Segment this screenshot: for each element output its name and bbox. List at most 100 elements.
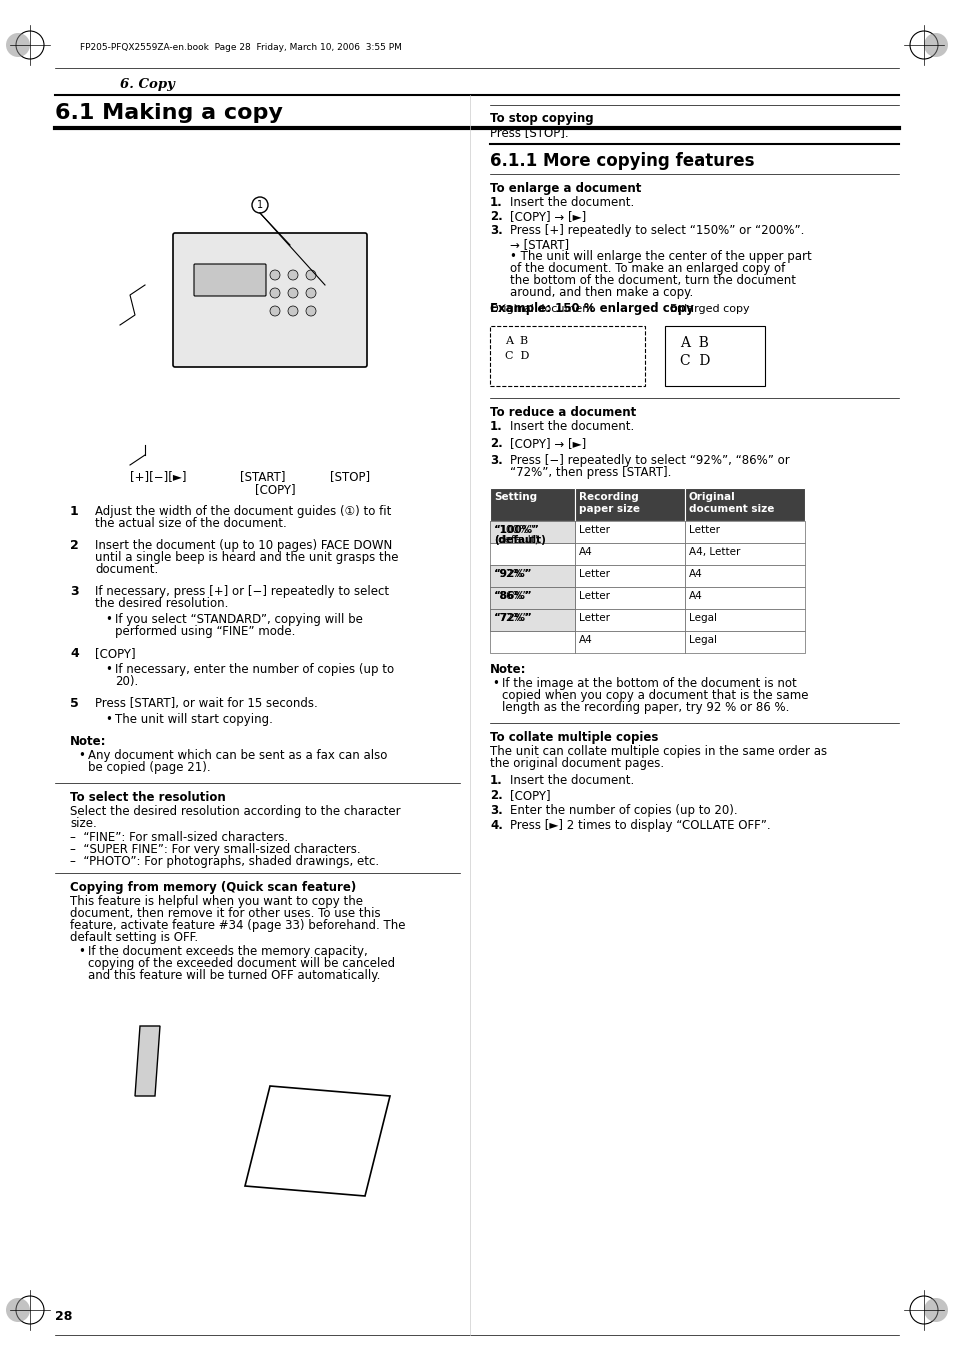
Text: copying of the exceeded document will be canceled: copying of the exceeded document will be… — [88, 957, 395, 970]
Text: Example: 150 % enlarged copy: Example: 150 % enlarged copy — [490, 303, 693, 315]
Circle shape — [923, 1298, 947, 1323]
Text: If the document exceeds the memory capacity,: If the document exceeds the memory capac… — [88, 944, 367, 958]
Text: 1.: 1. — [490, 196, 502, 209]
Text: the original document pages.: the original document pages. — [490, 757, 663, 770]
Text: 4: 4 — [70, 647, 79, 661]
Text: •: • — [105, 663, 112, 676]
Bar — [490, 326, 644, 386]
Text: “100%”: “100%” — [494, 526, 539, 535]
Text: To stop copying: To stop copying — [490, 112, 593, 126]
Bar — [684, 543, 804, 565]
Bar — [575, 565, 684, 586]
Circle shape — [306, 305, 315, 316]
Text: 3.: 3. — [490, 224, 502, 236]
Text: length as the recording paper, try 92 % or 86 %.: length as the recording paper, try 92 % … — [501, 701, 788, 713]
Circle shape — [288, 270, 297, 280]
Text: •: • — [105, 713, 112, 725]
Text: default setting is OFF.: default setting is OFF. — [70, 931, 198, 944]
Circle shape — [6, 1298, 30, 1323]
Text: 1.: 1. — [490, 774, 502, 788]
Text: “86%”: “86%” — [494, 590, 527, 601]
Circle shape — [270, 305, 280, 316]
Circle shape — [6, 32, 30, 57]
Text: the bottom of the document, turn the document: the bottom of the document, turn the doc… — [510, 274, 795, 286]
Text: performed using “FINE” mode.: performed using “FINE” mode. — [115, 626, 295, 638]
Text: the desired resolution.: the desired resolution. — [95, 597, 228, 611]
Text: Setting: Setting — [494, 492, 537, 503]
Bar — [490, 609, 575, 631]
Text: Press [START], or wait for 15 seconds.: Press [START], or wait for 15 seconds. — [95, 697, 317, 711]
Circle shape — [288, 305, 297, 316]
FancyBboxPatch shape — [172, 232, 367, 367]
Text: Insert the document.: Insert the document. — [510, 774, 634, 788]
Bar — [684, 586, 804, 609]
Text: “86%”: “86%” — [494, 590, 532, 601]
Text: Adjust the width of the document guides (①) to fit: Adjust the width of the document guides … — [95, 505, 391, 517]
Text: Legal: Legal — [688, 613, 717, 623]
Text: The unit can collate multiple copies in the same order as: The unit can collate multiple copies in … — [490, 744, 826, 758]
Text: document.: document. — [95, 563, 158, 576]
Text: 1: 1 — [256, 200, 263, 209]
Text: A4: A4 — [688, 590, 702, 601]
Text: Enlarged copy: Enlarged copy — [669, 304, 749, 313]
Text: If necessary, press [+] or [−] repeatedly to select: If necessary, press [+] or [−] repeatedl… — [95, 585, 389, 598]
Circle shape — [306, 288, 315, 299]
Text: (default): (default) — [494, 535, 538, 544]
Text: 1.: 1. — [490, 420, 502, 434]
Bar — [490, 543, 575, 565]
Bar — [490, 521, 575, 543]
Text: 3.: 3. — [490, 804, 502, 817]
Text: size.: size. — [70, 817, 96, 830]
Text: [COPY]: [COPY] — [510, 789, 550, 802]
Text: 2.: 2. — [490, 789, 502, 802]
Polygon shape — [135, 1025, 160, 1096]
Bar — [684, 609, 804, 631]
Bar — [575, 543, 684, 565]
Bar — [684, 631, 804, 653]
Text: Press [►] 2 times to display “COLLATE OFF”.: Press [►] 2 times to display “COLLATE OF… — [510, 819, 770, 832]
Bar — [684, 521, 804, 543]
Bar — [490, 565, 575, 586]
FancyBboxPatch shape — [193, 263, 266, 296]
Text: • The unit will enlarge the center of the upper part: • The unit will enlarge the center of th… — [510, 250, 811, 263]
Text: 2: 2 — [70, 539, 79, 553]
Text: If the image at the bottom of the document is not: If the image at the bottom of the docume… — [501, 677, 796, 690]
Bar — [684, 565, 804, 586]
Text: A  B: A B — [504, 336, 528, 346]
Text: Original
document size: Original document size — [688, 492, 774, 513]
Text: “92%”: “92%” — [494, 569, 527, 580]
Bar — [490, 631, 575, 653]
Text: Insert the document.: Insert the document. — [510, 196, 634, 209]
Bar — [490, 609, 575, 631]
Bar — [490, 565, 575, 586]
Text: –  “FINE”: For small-sized characters.: – “FINE”: For small-sized characters. — [70, 831, 288, 844]
Polygon shape — [245, 1086, 390, 1196]
Text: A4: A4 — [578, 547, 592, 557]
Text: A4: A4 — [688, 569, 702, 580]
Text: To select the resolution: To select the resolution — [70, 790, 226, 804]
Text: To reduce a document: To reduce a document — [490, 407, 636, 419]
Text: 3.: 3. — [490, 454, 502, 467]
Text: around, and then make a copy.: around, and then make a copy. — [510, 286, 693, 299]
Bar — [490, 488, 575, 521]
Text: FP205-PFQX2559ZA-en.book  Page 28  Friday, March 10, 2006  3:55 PM: FP205-PFQX2559ZA-en.book Page 28 Friday,… — [80, 42, 401, 51]
Text: “72%”: “72%” — [494, 613, 533, 623]
Text: feature, activate feature #34 (page 33) beforehand. The: feature, activate feature #34 (page 33) … — [70, 919, 405, 932]
Text: 28: 28 — [55, 1310, 72, 1323]
Text: Insert the document.: Insert the document. — [510, 420, 634, 434]
Text: Note:: Note: — [70, 735, 107, 748]
Text: –  “SUPER FINE”: For very small-sized characters.: – “SUPER FINE”: For very small-sized cha… — [70, 843, 360, 857]
Text: 2.: 2. — [490, 209, 502, 223]
Circle shape — [270, 288, 280, 299]
Text: → [START]: → [START] — [510, 238, 569, 251]
Text: 5: 5 — [70, 697, 79, 711]
Bar — [575, 586, 684, 609]
Text: [COPY]: [COPY] — [254, 484, 295, 496]
Text: “92%”: “92%” — [494, 569, 532, 580]
Text: Recording
paper size: Recording paper size — [578, 492, 639, 513]
Text: [COPY] → [►]: [COPY] → [►] — [510, 436, 586, 450]
Text: [START]: [START] — [240, 470, 285, 484]
Text: Original document: Original document — [490, 304, 593, 313]
Bar — [664, 326, 764, 386]
Text: A4, Letter: A4, Letter — [688, 547, 740, 557]
